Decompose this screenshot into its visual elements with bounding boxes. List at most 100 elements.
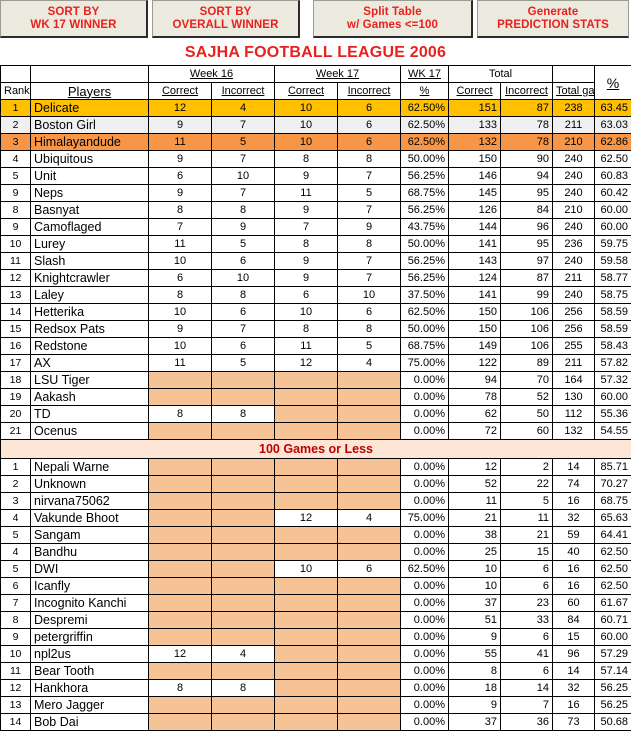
cell-total-games: 240 bbox=[552, 184, 595, 202]
cell-player-name: Camoflaged bbox=[30, 218, 149, 236]
cell-rank: 11 bbox=[0, 662, 31, 680]
cell-overall-percent: 59.58 bbox=[594, 252, 631, 270]
cell-total-games: 256 bbox=[552, 303, 595, 321]
header-col-wk17-percent: % bbox=[400, 82, 449, 100]
table-row: 4 Bandhu 0.00% 25 15 40 62.50 bbox=[0, 543, 631, 561]
sort-by-overall-winner-button[interactable]: SORT BY OVERALL WINNER bbox=[152, 0, 300, 38]
cell-player-name: Neps bbox=[30, 184, 149, 202]
cell-week17-correct: 9 bbox=[274, 201, 338, 219]
cell-total-correct: 141 bbox=[448, 286, 501, 304]
cell-total-games: 74 bbox=[552, 475, 595, 493]
cell-total-games: 112 bbox=[552, 405, 595, 423]
cell-overall-percent: 62.50 bbox=[594, 560, 631, 578]
table-row: 13 Laley 8 8 6 10 37.50% 141 99 240 58.75 bbox=[0, 286, 631, 304]
table-row: 5 Unit 6 10 9 7 56.25% 146 94 240 60.83 bbox=[0, 167, 631, 185]
cell-total-correct: 133 bbox=[448, 116, 501, 134]
section-label-100-games-or-less: 100 Games or Less bbox=[0, 439, 631, 459]
cell-total-incorrect: 70 bbox=[500, 371, 553, 389]
cell-overall-percent: 60.00 bbox=[594, 218, 631, 236]
cell-week16-correct: 8 bbox=[148, 201, 212, 219]
cell-week17-correct bbox=[274, 645, 338, 663]
header-group-total-label: Total bbox=[488, 68, 513, 80]
cell-week16-incorrect: 6 bbox=[211, 337, 275, 355]
cell-week16-incorrect: 8 bbox=[211, 201, 275, 219]
cell-overall-percent: 63.45 bbox=[594, 99, 631, 117]
split-table-button[interactable]: Split Table w/ Games <=100 bbox=[313, 0, 473, 38]
cell-total-incorrect: 94 bbox=[500, 167, 553, 185]
cell-total-games: 73 bbox=[552, 713, 595, 731]
cell-overall-percent: 54.55 bbox=[594, 422, 631, 440]
cell-rank: 15 bbox=[0, 320, 31, 338]
cell-week17-incorrect bbox=[337, 526, 401, 544]
sort-wk17-line1: SORT BY bbox=[47, 5, 100, 18]
cell-overall-percent: 57.82 bbox=[594, 354, 631, 372]
cell-week16-incorrect: 7 bbox=[211, 184, 275, 202]
cell-total-incorrect: 89 bbox=[500, 354, 553, 372]
cell-week16-incorrect bbox=[211, 388, 275, 406]
sort-overall-line2: OVERALL WINNER bbox=[172, 18, 279, 31]
cell-wk17-percent: 62.50% bbox=[400, 116, 449, 134]
cell-week17-correct bbox=[274, 526, 338, 544]
cell-week17-correct: 10 bbox=[274, 560, 338, 578]
cell-week17-incorrect bbox=[337, 611, 401, 629]
cell-overall-percent: 64.41 bbox=[594, 526, 631, 544]
cell-total-games: 59 bbox=[552, 526, 595, 544]
cell-wk17-percent: 0.00% bbox=[400, 577, 449, 595]
cell-rank: 4 bbox=[0, 150, 31, 168]
cell-week16-correct: 9 bbox=[148, 116, 212, 134]
cell-overall-percent: 70.27 bbox=[594, 475, 631, 493]
table-row: 17 AX 11 5 12 4 75.00% 122 89 211 57.82 bbox=[0, 354, 631, 372]
cell-total-incorrect: 6 bbox=[500, 662, 553, 680]
table-row: 9 Neps 9 7 11 5 68.75% 145 95 240 60.42 bbox=[0, 184, 631, 202]
cell-week16-correct bbox=[148, 560, 212, 578]
cell-total-games: 211 bbox=[552, 116, 595, 134]
cell-overall-percent: 62.50 bbox=[594, 543, 631, 561]
split-table-line2: w/ Games <=100 bbox=[347, 18, 438, 31]
cell-week16-incorrect bbox=[211, 662, 275, 680]
cell-total-incorrect: 14 bbox=[500, 679, 553, 697]
cell-rank: 3 bbox=[0, 492, 31, 510]
cell-week17-correct bbox=[274, 611, 338, 629]
cell-wk17-percent: 50.00% bbox=[400, 320, 449, 338]
header-spacer-total-games bbox=[552, 65, 595, 83]
cell-week16-correct bbox=[148, 492, 212, 510]
cell-total-incorrect: 60 bbox=[500, 422, 553, 440]
table-row: 16 Redstone 10 6 11 5 68.75% 149 106 255 58.43 bbox=[0, 337, 631, 355]
cell-player-name: Bandhu bbox=[30, 543, 149, 561]
cell-total-games: 236 bbox=[552, 235, 595, 253]
cell-week17-correct bbox=[274, 628, 338, 646]
cell-total-correct: 52 bbox=[448, 475, 501, 493]
cell-total-incorrect: 33 bbox=[500, 611, 553, 629]
cell-total-games: 240 bbox=[552, 167, 595, 185]
cell-week16-incorrect: 5 bbox=[211, 235, 275, 253]
table-body-main: 1 Delicate 12 4 10 6 62.50% 151 87 238 63.45 2 Bosto… bbox=[0, 99, 631, 440]
cell-week16-incorrect: 7 bbox=[211, 320, 275, 338]
cell-total-incorrect: 90 bbox=[500, 150, 553, 168]
generate-prediction-stats-button[interactable]: Generate PREDICTION STATS bbox=[477, 0, 629, 38]
cell-player-name: nirvana75062 bbox=[30, 492, 149, 510]
header-group-wk17: WK 17 bbox=[400, 65, 449, 83]
cell-overall-percent: 60.42 bbox=[594, 184, 631, 202]
cell-week17-incorrect bbox=[337, 594, 401, 612]
cell-player-name: Unit bbox=[30, 167, 149, 185]
cell-total-incorrect: 78 bbox=[500, 133, 553, 151]
cell-total-correct: 8 bbox=[448, 662, 501, 680]
cell-week17-incorrect: 8 bbox=[337, 150, 401, 168]
cell-overall-percent: 59.75 bbox=[594, 235, 631, 253]
table-row: 10 npl2us 12 4 0.00% 55 41 96 57.29 bbox=[0, 645, 631, 663]
table-row: 5 Sangam 0.00% 38 21 59 64.41 bbox=[0, 526, 631, 544]
header-col-week17-incorrect: Incorrect bbox=[337, 82, 401, 100]
sort-by-wk17-winner-button[interactable]: SORT BY WK 17 WINNER bbox=[0, 0, 148, 38]
cell-wk17-percent: 0.00% bbox=[400, 458, 449, 476]
cell-total-incorrect: 11 bbox=[500, 509, 553, 527]
cell-week17-correct: 9 bbox=[274, 269, 338, 287]
cell-player-name: Icanfly bbox=[30, 577, 149, 595]
cell-rank: 2 bbox=[0, 475, 31, 493]
cell-week16-correct: 10 bbox=[148, 252, 212, 270]
cell-week16-correct: 8 bbox=[148, 679, 212, 697]
cell-rank: 20 bbox=[0, 405, 31, 423]
cell-overall-percent: 56.25 bbox=[594, 679, 631, 697]
cell-week16-incorrect: 7 bbox=[211, 150, 275, 168]
cell-total-incorrect: 5 bbox=[500, 492, 553, 510]
cell-total-games: 84 bbox=[552, 611, 595, 629]
